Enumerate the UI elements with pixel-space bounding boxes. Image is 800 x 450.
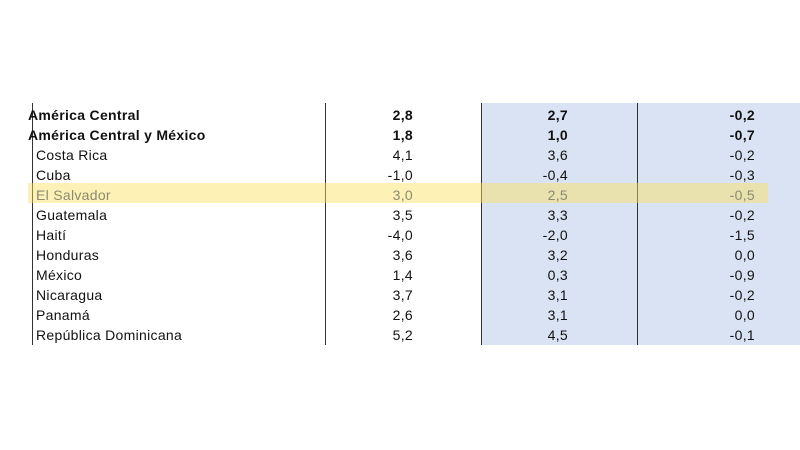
left-border <box>32 103 33 345</box>
value-cell: 3,2 <box>547 247 568 263</box>
row-label: Panamá <box>36 307 90 323</box>
value-cell: -0,4 <box>542 167 568 183</box>
row-label: El Salvador <box>36 187 111 203</box>
row-label: América Central y México <box>28 127 206 143</box>
value-cell: 0,3 <box>547 267 568 283</box>
column-divider <box>481 103 482 345</box>
row-label: República Dominicana <box>36 327 183 343</box>
value-cell: 2,5 <box>547 187 568 203</box>
value-cell: 3,1 <box>547 287 568 303</box>
row-label: América Central <box>28 107 140 123</box>
value-cell: 1,8 <box>392 127 413 143</box>
value-cell: 3,7 <box>392 287 413 303</box>
value-cell: -1,5 <box>729 227 755 243</box>
row-label: Honduras <box>36 247 100 263</box>
value-cell: -0,7 <box>729 127 755 143</box>
value-cell: 5,2 <box>392 327 413 343</box>
value-cell: 3,1 <box>547 307 568 323</box>
row-label: México <box>36 267 83 283</box>
value-cell: -0,2 <box>729 107 755 123</box>
value-cell: -0,5 <box>729 187 755 203</box>
column-divider <box>325 103 326 345</box>
shaded-column <box>481 103 800 345</box>
value-cell: -4,0 <box>387 227 413 243</box>
value-cell: 3,5 <box>392 207 413 223</box>
row-label: Nicaragua <box>36 287 103 303</box>
row-label: Costa Rica <box>36 147 108 163</box>
value-cell: 4,1 <box>392 147 413 163</box>
value-cell: -1,0 <box>387 167 413 183</box>
value-cell: -0,3 <box>729 167 755 183</box>
value-cell: 4,5 <box>547 327 568 343</box>
value-cell: -0,9 <box>729 267 755 283</box>
value-cell: 3,6 <box>392 247 413 263</box>
value-cell: 2,6 <box>392 307 413 323</box>
value-cell: -0,1 <box>729 327 755 343</box>
value-cell: 2,7 <box>547 107 568 123</box>
value-cell: 2,8 <box>392 107 413 123</box>
column-divider <box>637 103 638 345</box>
value-cell: 0,0 <box>734 307 755 323</box>
value-cell: 3,3 <box>547 207 568 223</box>
value-cell: 3,0 <box>392 187 413 203</box>
row-label: Cuba <box>36 167 71 183</box>
row-label: Haití <box>36 227 67 243</box>
value-cell: -0,2 <box>729 207 755 223</box>
value-cell: -0,2 <box>729 147 755 163</box>
value-cell: 1,0 <box>547 127 568 143</box>
value-cell: -0,2 <box>729 287 755 303</box>
row-label: Guatemala <box>36 207 108 223</box>
value-cell: 1,4 <box>392 267 413 283</box>
value-cell: 0,0 <box>734 247 755 263</box>
value-cell: 3,6 <box>547 147 568 163</box>
row-highlight <box>28 183 768 203</box>
value-cell: -2,0 <box>542 227 568 243</box>
